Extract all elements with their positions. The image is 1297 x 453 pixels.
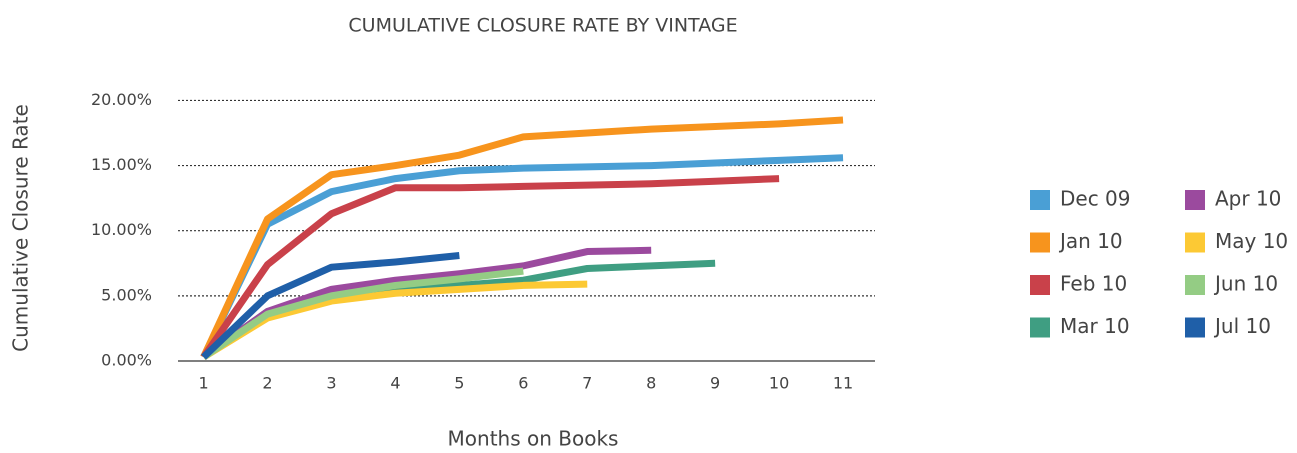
series-line xyxy=(201,251,460,360)
legend-label: May 10 xyxy=(1215,229,1288,253)
x-tick-label: 3 xyxy=(326,374,336,393)
y-tick-label: 20.00% xyxy=(91,90,152,109)
legend-label: Apr 10 xyxy=(1215,187,1281,211)
legend-label: Jul 10 xyxy=(1213,314,1271,338)
legend-swatch xyxy=(1030,190,1050,210)
x-tick-label: 11 xyxy=(833,374,853,393)
legend-label: Feb 10 xyxy=(1060,272,1127,296)
series-line xyxy=(200,116,844,359)
legend-label: Mar 10 xyxy=(1060,314,1130,338)
x-tick-label: 10 xyxy=(769,374,789,393)
series-line xyxy=(200,154,844,359)
legend-swatch xyxy=(1030,275,1050,295)
y-tick-label: 5.00% xyxy=(101,285,152,304)
y-tick-label: 10.00% xyxy=(91,220,152,239)
x-axis-label: Months on Books xyxy=(448,427,619,451)
series-line xyxy=(200,175,780,360)
legend-swatch xyxy=(1185,317,1205,338)
legend-label: Jun 10 xyxy=(1213,272,1278,296)
legend-label: Dec 09 xyxy=(1060,187,1131,211)
x-tick-label: 9 xyxy=(710,374,720,393)
series-line xyxy=(201,267,524,360)
x-tick-label: 6 xyxy=(518,374,528,393)
x-tick-label: 1 xyxy=(198,374,208,393)
legend-label: Jan 10 xyxy=(1058,229,1123,253)
x-tick-label: 2 xyxy=(262,374,272,393)
legend-swatch xyxy=(1030,232,1050,253)
y-axis-label: Cumulative Closure Rate xyxy=(9,104,33,352)
y-tick-label: 0.00% xyxy=(101,351,152,370)
legend-swatch xyxy=(1185,275,1205,295)
chart-title: CUMULATIVE CLOSURE RATE BY VINTAGE xyxy=(348,15,737,37)
x-tick-label: 5 xyxy=(454,374,464,393)
y-tick-label: 15.00% xyxy=(91,155,152,174)
x-tick-label: 8 xyxy=(646,374,656,393)
x-tick-label: 7 xyxy=(582,374,592,393)
legend-swatch xyxy=(1185,190,1205,210)
legend-swatch xyxy=(1185,232,1205,253)
x-tick-label: 4 xyxy=(390,374,400,393)
legend-swatch xyxy=(1030,317,1050,338)
